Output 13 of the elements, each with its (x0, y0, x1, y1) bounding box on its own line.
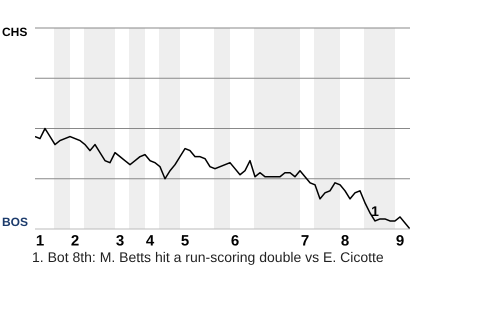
text: CHS (2, 25, 28, 39)
x-tick-label: 1 (36, 232, 44, 250)
x-tick-label: 9 (396, 232, 404, 250)
x-tick-label: 4 (146, 232, 155, 250)
x-tick-label: 2 (70, 232, 80, 250)
x-tick-label: 8 (340, 232, 350, 250)
annotation: 1 (371, 202, 380, 219)
x-tick-label: 6 (230, 232, 240, 250)
text: BOS (2, 215, 28, 229)
x-tick-label: 3 (116, 232, 124, 250)
x-tick-label: 7 (300, 232, 310, 250)
x-tick-label: 5 (180, 232, 190, 250)
text: 1. Bot 8th: M. Betts hit a run-scoring double vs E. Cicotte (32, 249, 385, 265)
